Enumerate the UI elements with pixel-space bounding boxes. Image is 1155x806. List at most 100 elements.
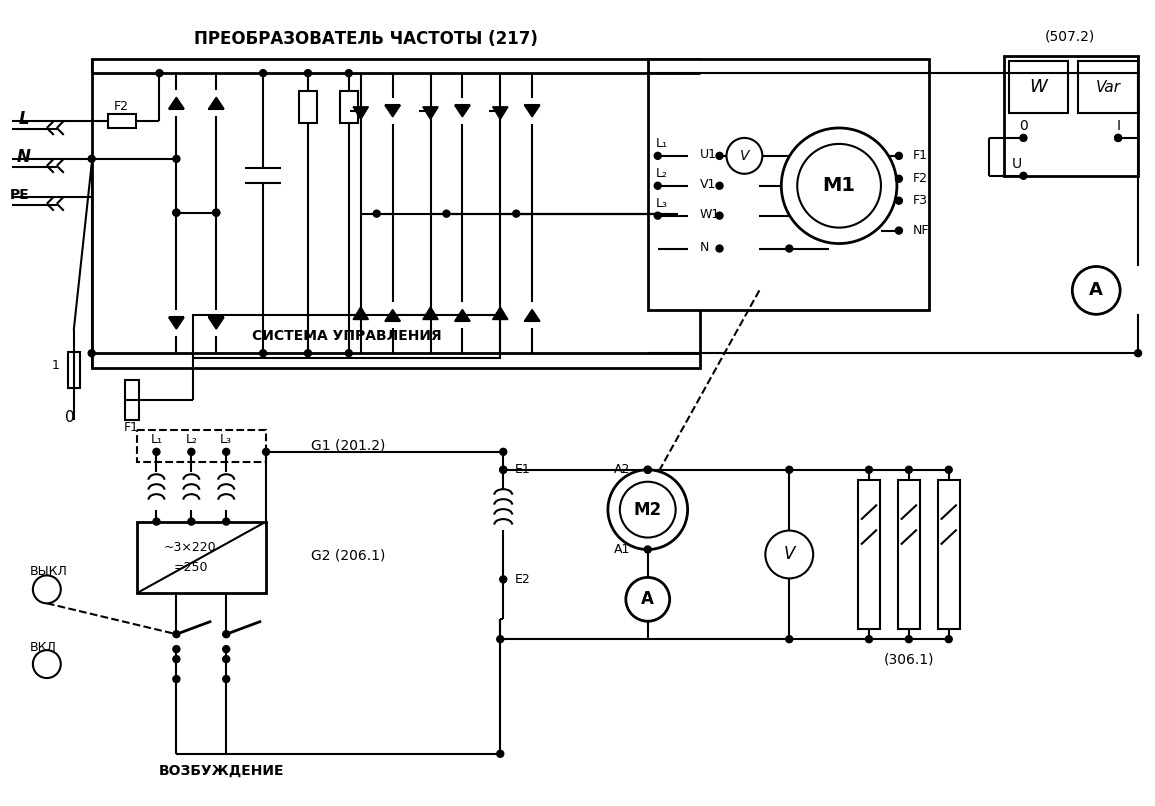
Text: A: A bbox=[641, 590, 654, 609]
Text: U1: U1 bbox=[700, 148, 716, 161]
Text: G1 (201.2): G1 (201.2) bbox=[311, 438, 386, 453]
Text: F3: F3 bbox=[912, 194, 927, 207]
Circle shape bbox=[223, 631, 230, 638]
Text: PE: PE bbox=[10, 188, 30, 202]
Circle shape bbox=[1072, 267, 1120, 314]
Bar bbox=[1008, 61, 1068, 113]
Text: Var: Var bbox=[1096, 80, 1120, 94]
Text: СИСТЕМА УПРАВЛЕНИЯ: СИСТЕМА УПРАВЛЕНИЯ bbox=[252, 329, 441, 343]
Polygon shape bbox=[492, 107, 508, 119]
Circle shape bbox=[497, 636, 504, 642]
Circle shape bbox=[726, 138, 762, 174]
Polygon shape bbox=[492, 307, 508, 319]
Circle shape bbox=[40, 659, 53, 670]
Text: E1: E1 bbox=[515, 463, 531, 476]
Circle shape bbox=[895, 197, 902, 204]
Bar bbox=[193, 315, 500, 358]
Circle shape bbox=[223, 646, 230, 653]
Polygon shape bbox=[169, 318, 184, 329]
Circle shape bbox=[260, 69, 267, 77]
Text: F1: F1 bbox=[124, 422, 139, 434]
Circle shape bbox=[223, 675, 230, 683]
Text: I: I bbox=[1116, 119, 1120, 133]
Text: A: A bbox=[1089, 281, 1103, 299]
Text: E2: E2 bbox=[515, 573, 531, 586]
Polygon shape bbox=[423, 307, 438, 319]
Circle shape bbox=[213, 210, 219, 216]
Text: NF: NF bbox=[912, 224, 930, 237]
Bar bbox=[299, 91, 316, 123]
Circle shape bbox=[785, 636, 792, 642]
Circle shape bbox=[906, 467, 912, 473]
Text: L₁: L₁ bbox=[150, 434, 163, 447]
Text: 1: 1 bbox=[52, 359, 60, 372]
Circle shape bbox=[173, 631, 180, 638]
Circle shape bbox=[500, 576, 507, 583]
Polygon shape bbox=[353, 107, 368, 119]
Text: F2: F2 bbox=[912, 172, 927, 185]
Circle shape bbox=[654, 212, 661, 219]
Circle shape bbox=[345, 350, 352, 357]
Text: G2 (206.1): G2 (206.1) bbox=[311, 548, 386, 563]
Text: F2: F2 bbox=[114, 99, 129, 113]
Circle shape bbox=[785, 467, 792, 473]
Circle shape bbox=[188, 448, 195, 455]
Circle shape bbox=[620, 482, 676, 538]
Bar bbox=[91, 59, 700, 368]
Text: V1: V1 bbox=[700, 178, 716, 191]
Bar bbox=[938, 480, 960, 629]
Bar bbox=[340, 91, 358, 123]
Circle shape bbox=[88, 156, 95, 162]
Circle shape bbox=[608, 470, 687, 550]
Circle shape bbox=[223, 518, 230, 525]
Text: (306.1): (306.1) bbox=[884, 652, 934, 666]
Circle shape bbox=[223, 655, 230, 663]
Circle shape bbox=[500, 467, 507, 473]
Text: W1: W1 bbox=[700, 208, 720, 221]
Circle shape bbox=[173, 655, 180, 663]
Circle shape bbox=[716, 245, 723, 252]
Circle shape bbox=[895, 175, 902, 182]
Circle shape bbox=[213, 210, 219, 216]
Circle shape bbox=[716, 152, 723, 160]
Circle shape bbox=[173, 646, 180, 653]
Circle shape bbox=[173, 156, 180, 162]
Text: M1: M1 bbox=[822, 177, 856, 195]
Text: ~3×220: ~3×220 bbox=[163, 541, 216, 554]
Circle shape bbox=[626, 577, 670, 621]
Text: N: N bbox=[700, 241, 709, 254]
Text: L₂: L₂ bbox=[656, 168, 668, 181]
Text: 0: 0 bbox=[65, 410, 75, 426]
Bar bbox=[68, 352, 80, 388]
Bar bbox=[858, 480, 880, 629]
Bar bbox=[648, 59, 929, 310]
Circle shape bbox=[262, 448, 269, 455]
Circle shape bbox=[644, 467, 651, 473]
Text: N: N bbox=[17, 147, 31, 166]
Circle shape bbox=[781, 128, 897, 243]
Circle shape bbox=[654, 182, 661, 189]
Circle shape bbox=[945, 636, 952, 642]
Circle shape bbox=[513, 210, 520, 217]
Bar bbox=[136, 521, 266, 593]
Text: V: V bbox=[783, 546, 795, 563]
Circle shape bbox=[895, 152, 902, 160]
Circle shape bbox=[40, 584, 53, 596]
Circle shape bbox=[500, 448, 507, 455]
Text: ПРЕОБРАЗОВАТЕЛЬ ЧАСТОТЫ (217): ПРЕОБРАЗОВАТЕЛЬ ЧАСТОТЫ (217) bbox=[194, 31, 538, 48]
Circle shape bbox=[152, 518, 159, 525]
Circle shape bbox=[497, 750, 504, 758]
Text: V: V bbox=[739, 149, 750, 163]
Circle shape bbox=[156, 69, 163, 77]
Text: L: L bbox=[18, 110, 29, 128]
Bar bbox=[136, 430, 266, 462]
Circle shape bbox=[260, 350, 267, 357]
Circle shape bbox=[173, 210, 180, 216]
Circle shape bbox=[865, 467, 872, 473]
Text: F1: F1 bbox=[912, 149, 927, 162]
Text: L₃: L₃ bbox=[656, 197, 668, 210]
Text: L₃: L₃ bbox=[221, 434, 232, 447]
Circle shape bbox=[716, 182, 723, 189]
Circle shape bbox=[223, 448, 230, 455]
Circle shape bbox=[716, 212, 723, 219]
